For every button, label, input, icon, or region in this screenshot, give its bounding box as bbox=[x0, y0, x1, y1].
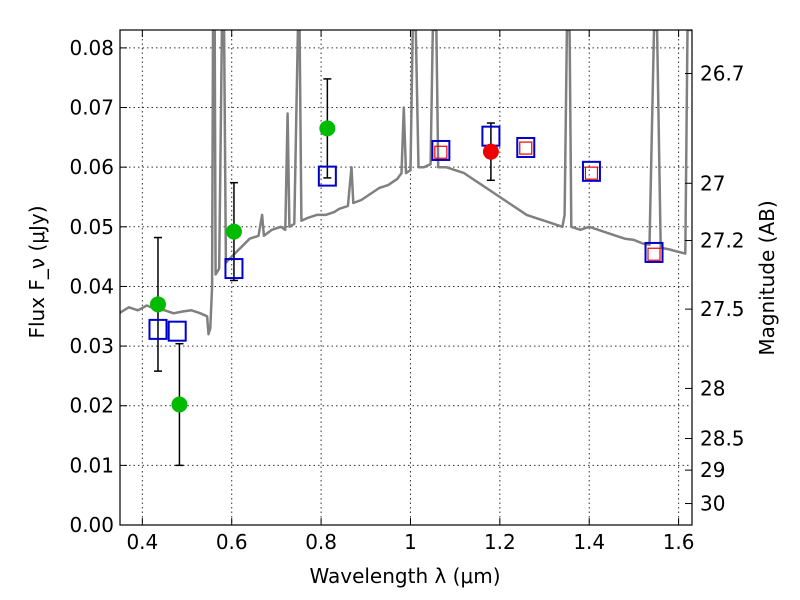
mag-tick-label: 29 bbox=[700, 458, 725, 482]
model-red-square bbox=[434, 145, 448, 159]
model-blue-square bbox=[167, 320, 187, 342]
observed-green-point bbox=[149, 296, 166, 313]
model-spectrum-line bbox=[120, 30, 692, 336]
model-blue-square bbox=[224, 258, 244, 280]
observed-green-point bbox=[225, 223, 242, 240]
x-tick-label: 1.4 bbox=[573, 530, 605, 554]
model-blue-square bbox=[317, 165, 337, 187]
mag-tick-label: 30 bbox=[700, 492, 725, 516]
model-spectrum-layer bbox=[120, 30, 692, 336]
y-tick-label: 0.05 bbox=[69, 215, 114, 239]
observed-green-point bbox=[319, 120, 336, 137]
model-red-square bbox=[647, 247, 661, 261]
x-tick-label: 0.4 bbox=[126, 530, 158, 554]
mag-tick-label: 27 bbox=[700, 171, 725, 195]
model-blue-square bbox=[148, 318, 168, 340]
model-blue-square bbox=[644, 241, 664, 263]
x-tick-label: 1.6 bbox=[663, 530, 695, 554]
x-axis-label: Wavelength λ (μm) bbox=[309, 564, 500, 588]
grid bbox=[120, 30, 692, 526]
error-bars bbox=[153, 78, 495, 467]
magnitude-axis-label: Magnitude (AB) bbox=[755, 200, 779, 355]
mag-tick-label: 28.5 bbox=[700, 427, 745, 451]
observed-red-point bbox=[482, 143, 499, 160]
y-tick-label: 0.07 bbox=[69, 96, 114, 120]
ticks: 0.4 0.6 0.8 1 1.2 1.4 1.6 0.00 0.01 0.02 0.03 0.04 0… bbox=[69, 30, 745, 554]
mag-tick-label: 26.7 bbox=[700, 62, 745, 86]
model-blue-square bbox=[516, 136, 536, 158]
x-tick-label: 0.8 bbox=[305, 530, 337, 554]
y-tick-label: 0.00 bbox=[69, 513, 114, 537]
y-tick-label: 0.08 bbox=[69, 36, 114, 60]
model-blue-square bbox=[581, 160, 601, 182]
mag-tick-label: 28 bbox=[700, 376, 725, 400]
model-red-square bbox=[519, 141, 533, 155]
mag-tick-label: 27.2 bbox=[700, 229, 745, 253]
x-tick-label: 1.2 bbox=[484, 530, 516, 554]
y-tick-label: 0.01 bbox=[69, 453, 114, 477]
y-tick-label: 0.06 bbox=[69, 155, 114, 179]
model-red-square bbox=[584, 166, 599, 180]
model-blue-square bbox=[431, 139, 451, 161]
mag-tick-label: 27.5 bbox=[700, 297, 745, 321]
x-tick-label: 1 bbox=[404, 530, 417, 554]
y-tick-label: 0.02 bbox=[69, 394, 114, 418]
y-axis-label: Flux F_ν (μJy) bbox=[25, 205, 49, 338]
observed-green-point bbox=[171, 396, 188, 413]
plot-frame bbox=[119, 29, 693, 526]
x-tick-label: 0.6 bbox=[216, 530, 248, 554]
y-tick-label: 0.03 bbox=[69, 334, 114, 358]
y-tick-label: 0.04 bbox=[69, 274, 114, 298]
data-markers bbox=[148, 120, 664, 413]
